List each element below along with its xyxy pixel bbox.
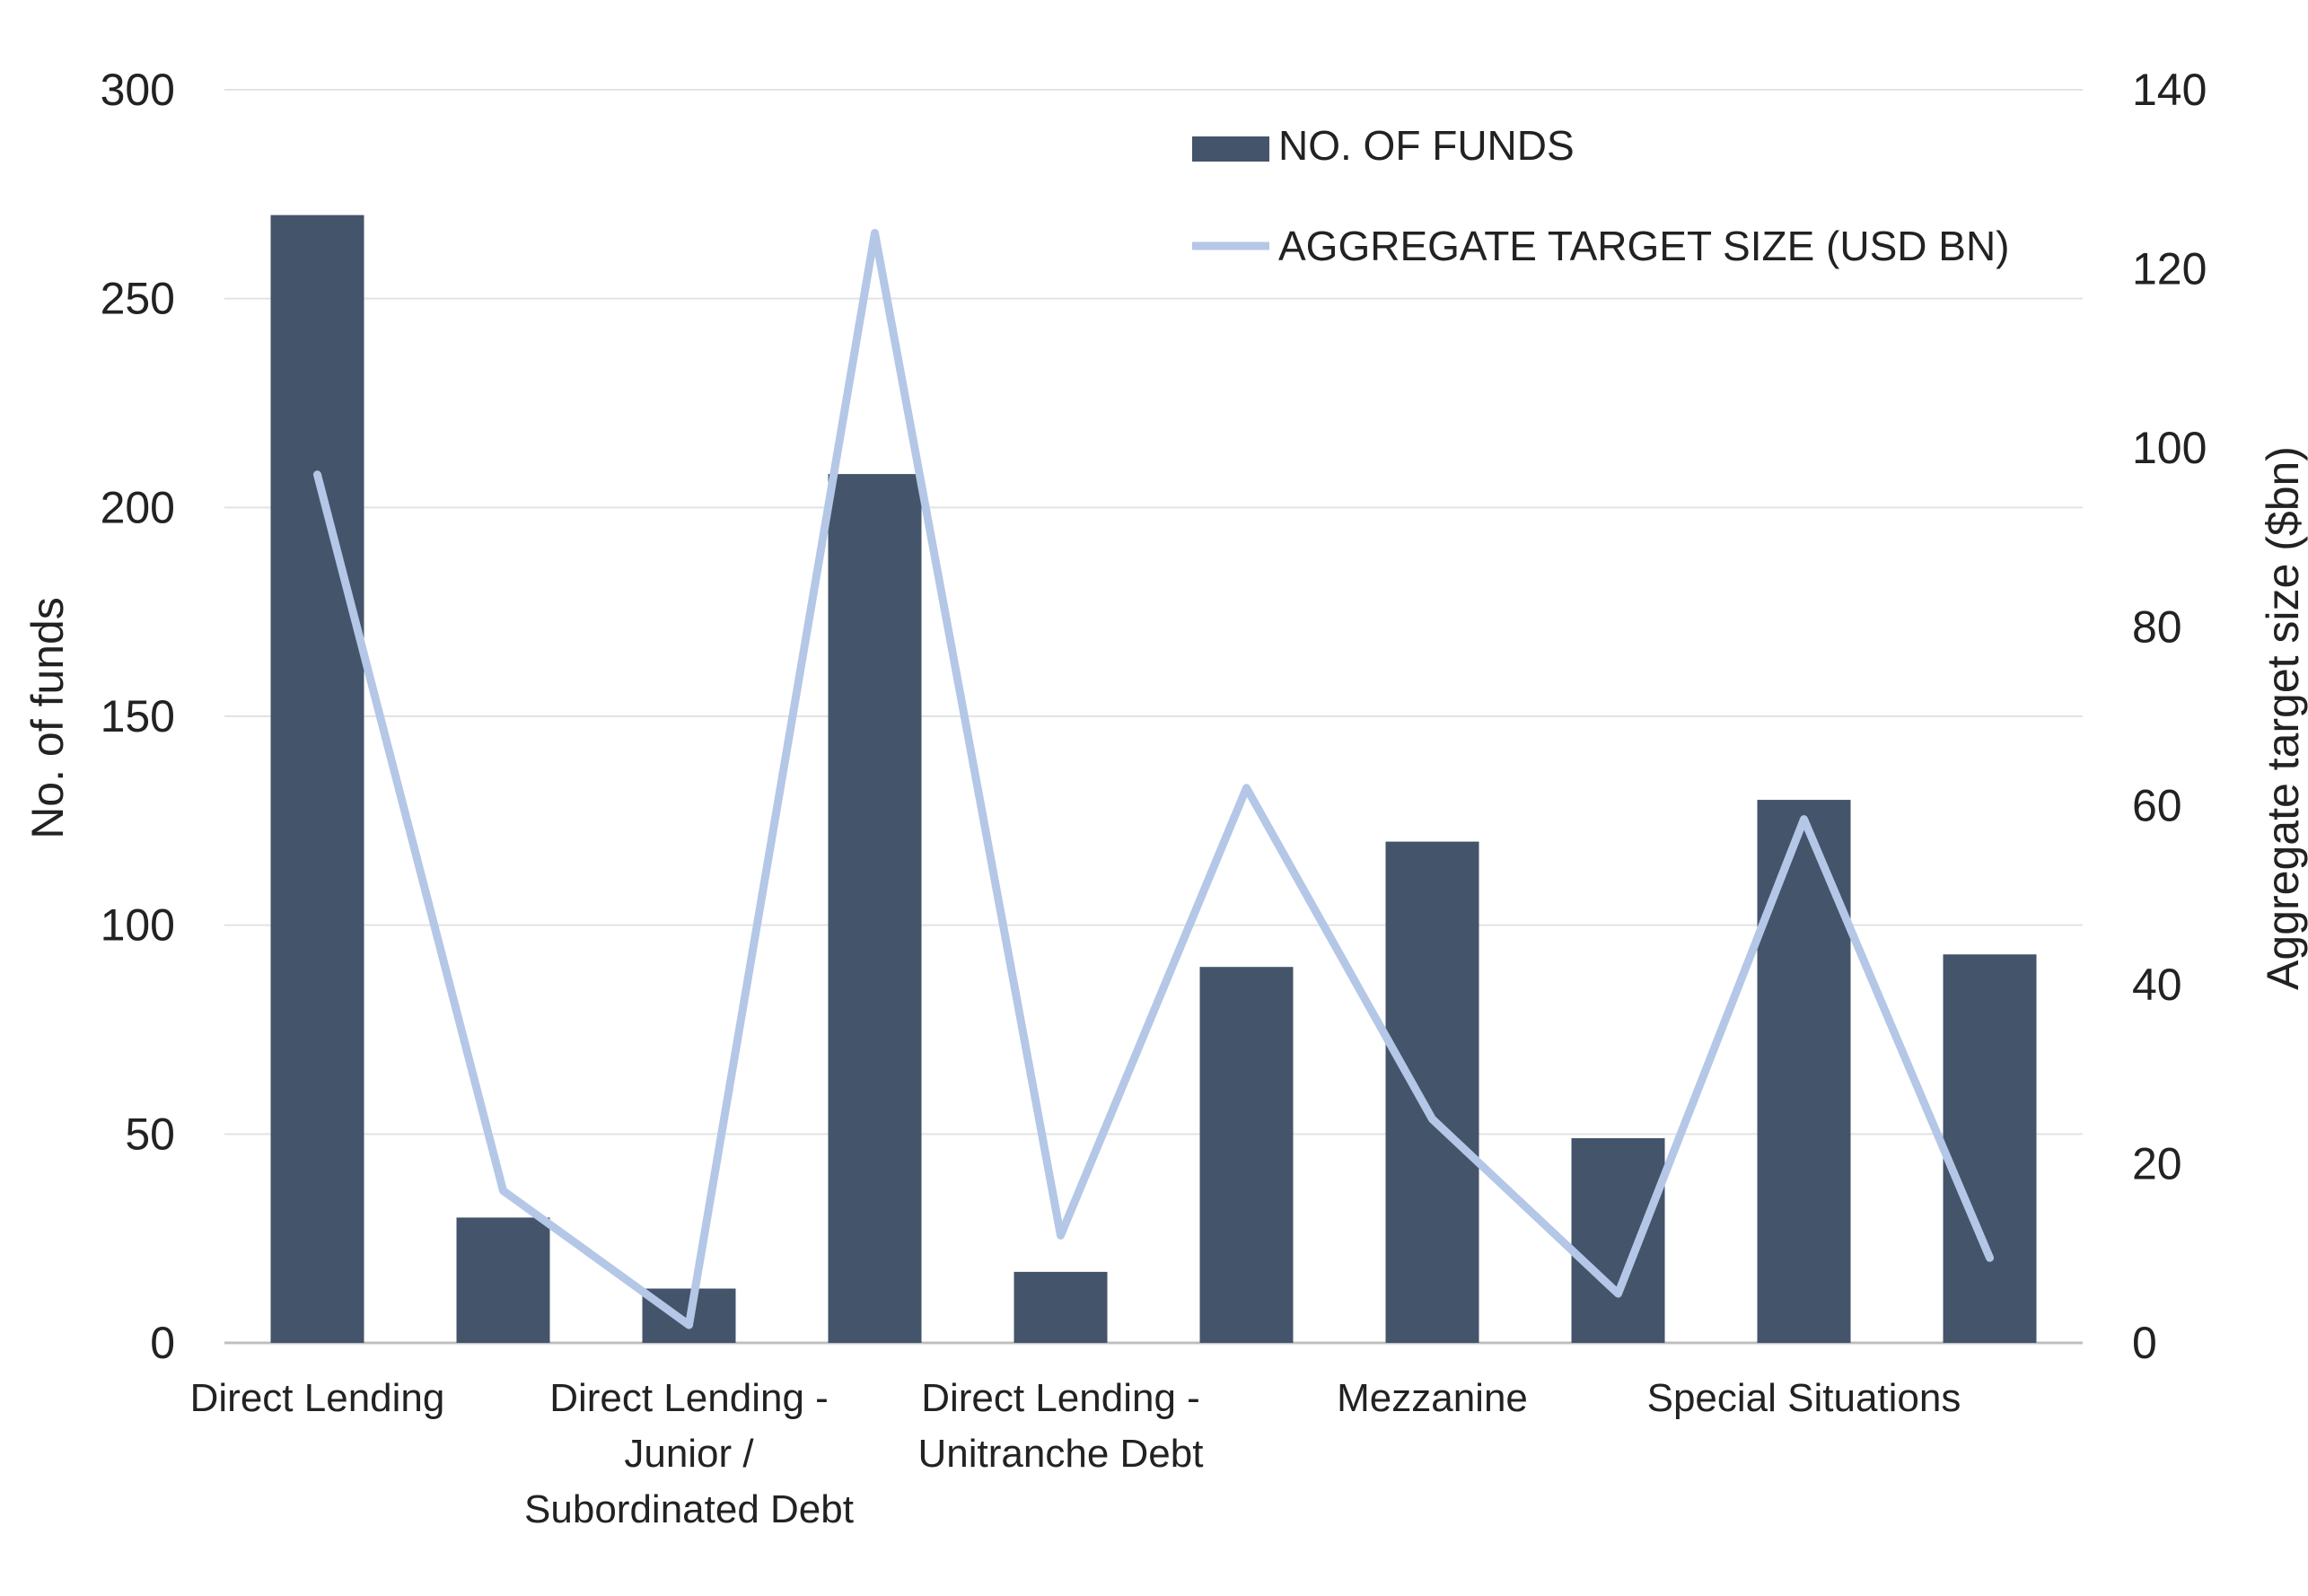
left-tick-label: 0 <box>150 1318 175 1368</box>
bar <box>1757 800 1851 1343</box>
legend-swatch-bars <box>1192 136 1269 162</box>
legend-label-bars: NO. OF FUNDS <box>1278 122 1575 169</box>
bar <box>1571 1137 1665 1343</box>
category-label-line: Special Situations <box>1647 1376 1961 1420</box>
category-label: Direct Lending - Junior / Subordinated Deb… <box>524 1376 854 1531</box>
line-point <box>1432 1118 1433 1120</box>
category-label: Special Situations <box>1647 1376 1961 1420</box>
line-series <box>313 229 1994 1329</box>
left-tick-label: 200 <box>101 482 175 532</box>
line-point <box>1618 1293 1619 1294</box>
line-point <box>1246 787 1247 789</box>
right-tick-label: 60 <box>2132 781 2182 831</box>
bar <box>456 1217 550 1343</box>
bar <box>1014 1271 1108 1343</box>
left-axis-title: No. of funds <box>22 597 73 839</box>
legend: NO. OF FUNDS AGGREGATE TARGET SIZE (USD … <box>1192 122 2009 269</box>
category-label-line: Mezzanine <box>1337 1376 1528 1420</box>
right-tick-label: 80 <box>2132 601 2182 652</box>
line-point <box>1060 1234 1061 1236</box>
category-label-line: Junior / <box>624 1432 754 1476</box>
legend-label-line: AGGREGATE TARGET SIZE (USD BN) <box>1278 223 2009 269</box>
bar <box>270 215 364 1344</box>
category-label: Direct Lending - Unitranche Debt <box>918 1376 1204 1476</box>
right-tick-label: 40 <box>2132 960 2182 1010</box>
right-tick-label: 0 <box>2132 1318 2157 1368</box>
line-point <box>874 232 875 234</box>
bar <box>828 474 922 1343</box>
right-tick-label: 100 <box>2132 423 2207 473</box>
left-tick-label: 100 <box>101 900 175 951</box>
category-label-line: Subordinated Debt <box>524 1487 854 1531</box>
left-axis-ticks: 0 50 100 150 200 250 300 <box>101 65 175 1368</box>
line-point <box>1803 819 1804 820</box>
left-tick-label: 50 <box>125 1109 175 1159</box>
category-label-line: Direct Lending - <box>921 1376 1200 1420</box>
right-tick-label: 20 <box>2132 1139 2182 1189</box>
category-label: Direct Lending <box>190 1376 445 1420</box>
category-label-line: Direct Lending <box>190 1376 445 1420</box>
bar <box>1385 841 1479 1343</box>
left-tick-label: 250 <box>101 274 175 324</box>
line-point <box>503 1189 504 1191</box>
line-point <box>317 474 318 476</box>
right-axis-title: Aggregate target size ($bn) <box>2258 446 2308 990</box>
category-label-line: Direct Lending - <box>549 1376 829 1420</box>
left-tick-label: 150 <box>101 691 175 741</box>
bar <box>1199 967 1294 1343</box>
right-tick-label: 140 <box>2132 65 2207 115</box>
category-label: Mezzanine <box>1337 1376 1528 1420</box>
right-axis-ticks: 0 20 40 60 80 100 120 140 <box>2132 65 2207 1368</box>
category-labels: Direct Lending Direct Lending - Junior / Su… <box>190 1376 1961 1531</box>
left-tick-label: 300 <box>101 65 175 115</box>
bar <box>1943 954 2037 1343</box>
category-label-line: Unitranche Debt <box>918 1432 1204 1476</box>
right-tick-label: 120 <box>2132 243 2207 294</box>
bar-series <box>270 215 2037 1344</box>
series-line <box>313 229 1994 1329</box>
